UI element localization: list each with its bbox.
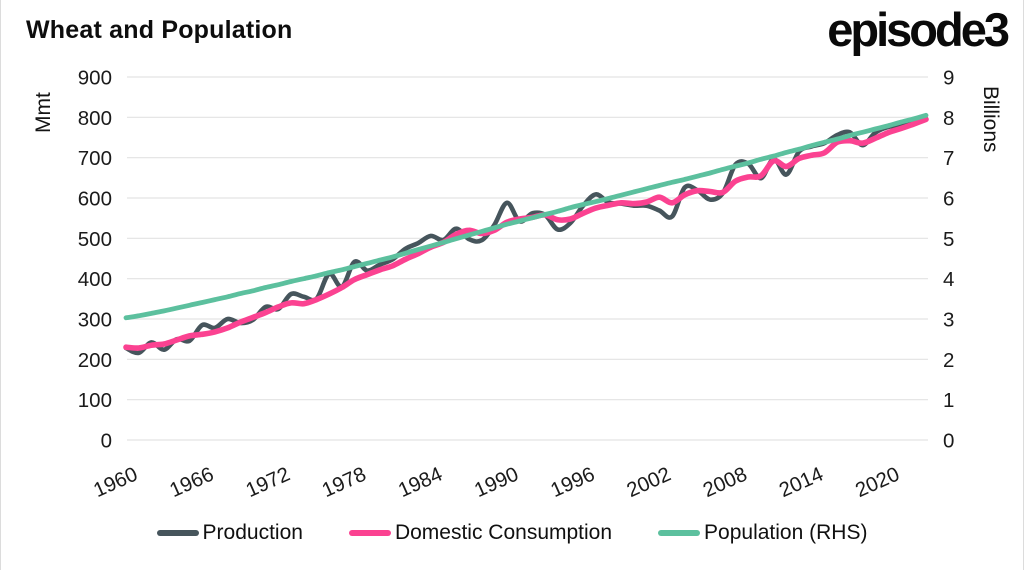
left-axis-tick-label: 700 [78, 147, 112, 170]
page-title: Wheat and Population [26, 16, 293, 44]
right-axis-tick-label: 8 [943, 107, 954, 130]
left-axis-tick-label: 400 [78, 268, 112, 291]
left-axis-tick-label: 0 [101, 430, 112, 453]
left-axis-tick-label: 300 [78, 309, 112, 332]
left-axis-title: Mmt [32, 92, 55, 133]
x-axis-tick-label: 1960 [90, 463, 141, 503]
left-axis-tick-label: 200 [78, 349, 112, 372]
right-axis-tick-label: 4 [943, 268, 954, 291]
left-axis-tick-label: 100 [78, 389, 112, 412]
x-axis-tick-label: 2008 [700, 463, 751, 503]
x-axis-tick-label: 2020 [852, 463, 903, 503]
right-axis-tick-label: 7 [943, 147, 954, 170]
series-line-domestic-consumption [123, 116, 929, 351]
legend-item-production: Production [156, 521, 303, 545]
left-axis-tick-label: 900 [78, 67, 112, 90]
chart-legend: Production Domestic Consumption Populati… [1, 521, 1023, 545]
left-axis-tick-label: 800 [78, 107, 112, 130]
x-axis-tick-label: 1966 [166, 463, 217, 503]
production-line-swatch [156, 530, 199, 536]
x-axis-tick-label: 2002 [623, 463, 674, 503]
right-axis-tick-label: 5 [943, 228, 954, 251]
right-axis-title: Billions [979, 86, 1002, 153]
x-axis-tick-label: 1996 [547, 463, 598, 503]
legend-label-population: Population (RHS) [704, 521, 868, 544]
domestic-consumption-line-swatch [348, 530, 391, 536]
legend-item-population: Population (RHS) [658, 521, 867, 545]
episode3-logo: episode3 [827, 3, 1010, 56]
right-axis-tick-label: 1 [943, 389, 954, 412]
series-line-population-rhs [123, 112, 929, 321]
x-axis-tick-label: 1984 [395, 463, 446, 503]
legend-item-domestic-consumption: Domestic Consumption [348, 521, 613, 545]
x-axis-tick-label: 1978 [319, 463, 370, 503]
legend-label-domestic-consumption: Domestic Consumption [394, 521, 613, 544]
right-axis-tick-label: 0 [943, 430, 954, 453]
x-axis-tick-label: 1972 [242, 463, 293, 503]
right-axis-tick-label: 6 [943, 188, 954, 211]
x-axis-tick-label: 1990 [471, 463, 522, 503]
right-axis-tick-label: 9 [943, 67, 954, 90]
right-axis-tick-label: 2 [943, 349, 954, 372]
population-line-swatch [658, 530, 701, 536]
left-axis-tick-label: 600 [78, 188, 112, 211]
legend-label-production: Production [202, 521, 303, 544]
left-axis-tick-label: 500 [78, 228, 112, 251]
right-axis-tick-label: 3 [943, 309, 954, 332]
x-axis-tick-label: 2014 [776, 463, 827, 503]
